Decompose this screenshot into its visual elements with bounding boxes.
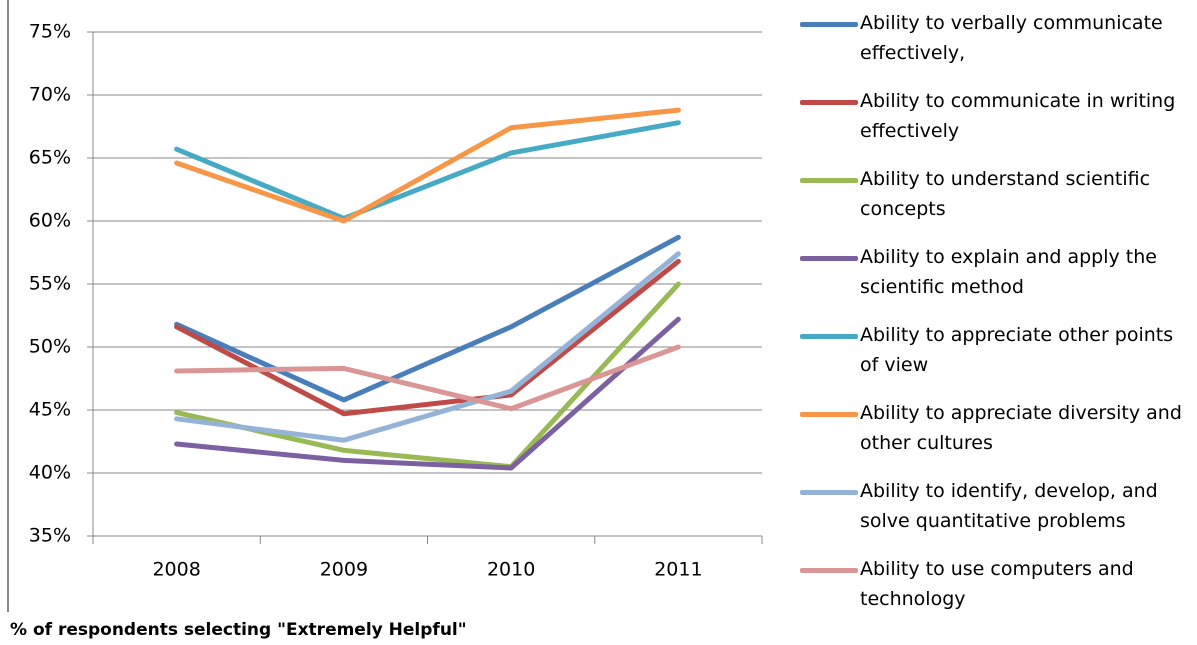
legend-swatch [800,100,858,105]
y-tick-label: 60% [29,210,71,232]
series-line [174,344,681,412]
legend-swatch [800,412,858,417]
legend-item: Ability to use computers and technology [800,558,1195,614]
legend-label: Ability to communicate in writing effect… [860,90,1176,142]
legend-item: Ability to explain and apply the scienti… [800,246,1195,302]
series-line [174,316,681,471]
legend-label: Ability to explain and apply the scienti… [860,246,1157,298]
y-tick-label: 45% [29,399,71,421]
y-tick-label: 75% [29,21,71,43]
x-tick-label: 2011 [654,559,702,581]
frame-border [7,0,9,612]
legend-swatch [800,178,858,183]
legend-item: Ability to verbally communicate effectiv… [800,12,1195,68]
legend-label: Ability to identify, develop, and solve … [860,480,1158,532]
legend-label: Ability to appreciate other points of vi… [860,324,1174,376]
legend-swatch [800,22,858,27]
legend-item: Ability to communicate in writing effect… [800,90,1195,146]
legend-label: Ability to understand scientific concept… [860,168,1151,220]
legend-item: Ability to identify, develop, and solve … [800,480,1195,536]
legend-item: Ability to appreciate other points of vi… [800,324,1195,380]
legend-label: Ability to appreciate diversity and othe… [860,402,1182,454]
x-tick-label: 2009 [320,559,368,581]
legend-swatch [800,568,858,573]
series-line [174,251,681,443]
y-tick-label: 70% [29,84,71,106]
x-tick-label: 2010 [487,559,535,581]
axis-note: % of respondents selecting "Extremely He… [10,620,467,640]
legend-swatch [800,334,858,339]
y-tick-label: 65% [29,147,71,169]
legend-item: Ability to understand scientific concept… [800,168,1195,224]
y-tick-label: 35% [29,525,71,547]
legend-label: Ability to use computers and technology [860,558,1134,610]
y-tick-label: 55% [29,273,71,295]
chart: 35% 40% 45% 50% 55% 60% 65% 70% 75% 2008 2009 2010 2… [29,21,763,581]
series-line [174,107,681,224]
legend-item: Ability to appreciate diversity and othe… [800,402,1195,458]
series-line [174,234,681,403]
legend-swatch [800,256,858,261]
legend-swatch [800,490,858,495]
y-tick-label: 40% [29,462,71,484]
x-tick-label: 2008 [152,559,200,581]
legend-label: Ability to verbally communicate effectiv… [860,12,1163,64]
y-tick-label: 50% [29,336,71,358]
series-line [174,120,681,221]
